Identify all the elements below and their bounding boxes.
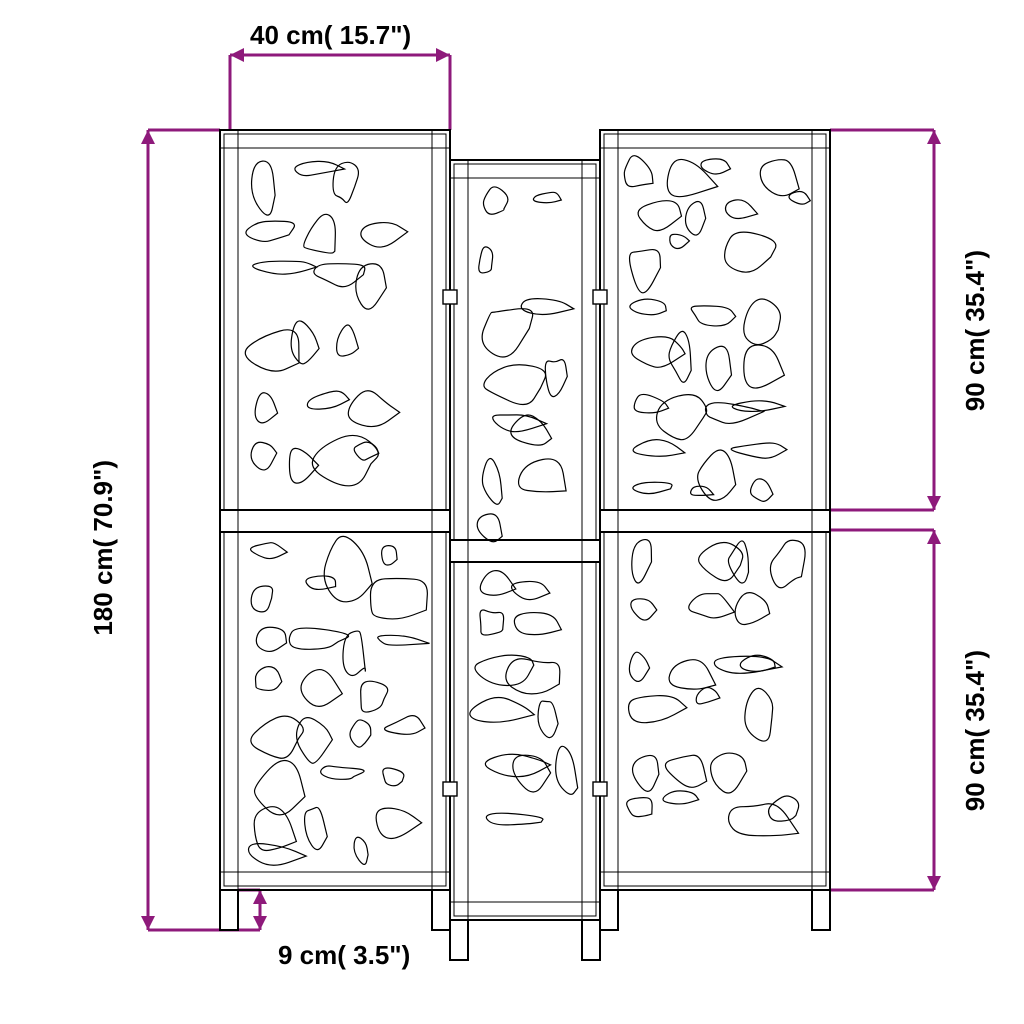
dim-upper-half-label: 90 cm( 35.4") — [960, 250, 991, 411]
dim-leg-height-label: 9 cm( 3.5") — [278, 940, 410, 971]
dim-panel-width-label: 40 cm( 15.7") — [250, 20, 411, 51]
dim-total-height-label: 180 cm( 70.9") — [88, 460, 119, 636]
diagram-stage: 40 cm( 15.7") 180 cm( 70.9") 9 cm( 3.5")… — [0, 0, 1024, 1024]
diagram-svg — [0, 0, 1024, 1024]
dim-lower-half-label: 90 cm( 35.4") — [960, 650, 991, 811]
product-drawing — [220, 130, 830, 960]
